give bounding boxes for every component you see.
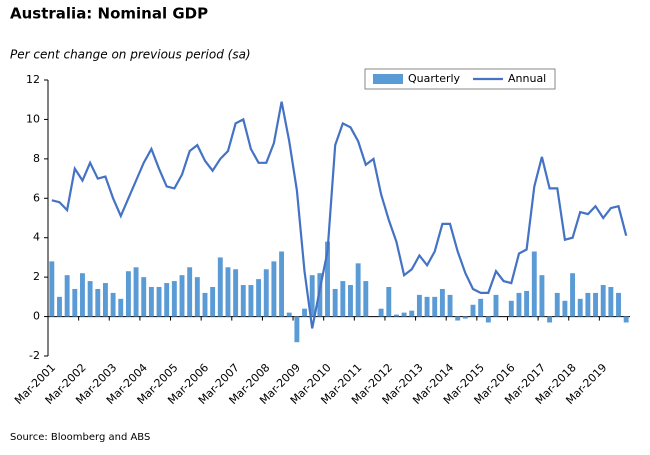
bar — [508, 300, 514, 317]
bar — [194, 277, 200, 317]
bar — [294, 316, 300, 343]
y-tick-label: -2 — [29, 349, 40, 362]
bar — [133, 267, 139, 317]
y-tick-label: 6 — [33, 191, 40, 204]
bar — [462, 316, 468, 319]
bar — [271, 261, 277, 317]
bar — [217, 257, 223, 317]
bar — [416, 294, 422, 317]
bar — [478, 298, 484, 317]
bar — [164, 283, 170, 317]
bar — [439, 288, 445, 317]
bar — [570, 273, 576, 317]
chart-subtitle: Per cent change on previous period (sa) — [10, 48, 251, 62]
bar — [348, 285, 353, 317]
bar — [554, 292, 560, 317]
bar — [148, 287, 154, 317]
bar — [516, 292, 522, 317]
y-tick-label: 8 — [33, 152, 40, 165]
bar — [355, 263, 361, 317]
source-note: Source: Bloomberg and ABS — [10, 432, 150, 443]
bar — [401, 312, 407, 317]
bar — [616, 292, 621, 317]
bar — [524, 290, 530, 317]
bar — [57, 296, 62, 317]
bar — [309, 275, 315, 317]
bar — [156, 287, 162, 317]
bar — [424, 296, 430, 317]
bar — [547, 316, 553, 323]
bar — [432, 296, 438, 317]
y-tick-label: 2 — [33, 270, 40, 283]
bar — [562, 300, 568, 317]
bar — [577, 298, 583, 317]
bar — [393, 314, 399, 317]
bar — [87, 281, 93, 317]
y-tick-label: 10 — [26, 112, 40, 125]
bar — [95, 288, 101, 317]
bar — [233, 269, 239, 317]
bar — [531, 251, 537, 317]
line — [51, 101, 628, 329]
bar — [171, 281, 177, 317]
bar — [118, 298, 124, 317]
bar — [248, 285, 254, 317]
legend-label: Annual — [508, 72, 546, 85]
bar — [49, 261, 55, 317]
bar — [600, 285, 606, 317]
bar — [470, 304, 476, 317]
bar — [340, 281, 346, 317]
bar — [72, 288, 78, 317]
bar — [302, 308, 307, 317]
legend-swatch — [373, 74, 403, 84]
bar — [256, 279, 262, 317]
bar — [125, 271, 131, 317]
bar — [64, 275, 70, 317]
bar — [110, 292, 116, 317]
bar — [378, 308, 384, 317]
bar — [263, 269, 269, 317]
bar — [325, 241, 330, 317]
bar — [363, 281, 369, 317]
bar — [279, 251, 285, 317]
bar — [593, 292, 598, 317]
bar — [447, 294, 453, 317]
bar — [493, 294, 499, 317]
bar — [179, 275, 185, 317]
bar — [210, 287, 216, 317]
y-tick-label: 0 — [33, 310, 40, 323]
bar — [202, 292, 208, 317]
bar — [102, 283, 108, 317]
bar — [409, 310, 415, 317]
bar — [332, 288, 338, 317]
y-tick-label: 12 — [26, 73, 40, 86]
bar — [141, 277, 147, 317]
y-tick-label: 4 — [33, 231, 40, 244]
bar — [286, 312, 292, 317]
bar — [623, 316, 629, 323]
legend-label: Quarterly — [408, 72, 461, 85]
bar — [386, 287, 392, 317]
chart-title: Australia: Nominal GDP — [10, 5, 208, 23]
bar — [608, 287, 614, 317]
bar — [485, 316, 491, 323]
bar — [455, 316, 461, 321]
bar — [240, 285, 246, 317]
bar — [539, 275, 545, 317]
bar — [585, 292, 591, 317]
legend-box — [364, 68, 556, 90]
bar — [187, 267, 193, 317]
bar — [225, 267, 231, 317]
bar — [80, 273, 85, 317]
